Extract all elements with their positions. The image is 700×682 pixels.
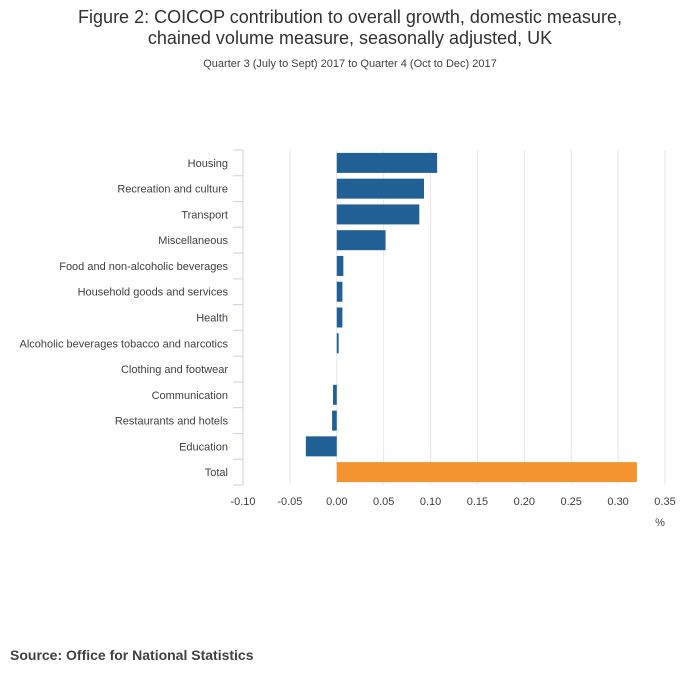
chart-title-line-1: Figure 2: COICOP contribution to overall… bbox=[78, 7, 622, 27]
category-label: Clothing and footwear bbox=[121, 364, 228, 376]
chart-title: Figure 2: COICOP contribution to overall… bbox=[0, 7, 700, 49]
category-labels: Housing Recreation and culture Transport Mi… bbox=[19, 158, 228, 479]
x-tick-label: 0.20 bbox=[514, 496, 535, 508]
category-label: Education bbox=[179, 441, 228, 453]
bar bbox=[332, 410, 337, 431]
bar bbox=[305, 436, 337, 457]
chart-title-line-2: chained volume measure, seasonally adjus… bbox=[147, 28, 553, 48]
bar bbox=[336, 307, 343, 328]
x-tick-label: -0.10 bbox=[230, 496, 255, 508]
gridlines bbox=[289, 150, 666, 485]
bar-chart: Housing Recreation and culture Transport Mi… bbox=[19, 149, 676, 529]
bar bbox=[336, 178, 424, 199]
x-tick-label: -0.05 bbox=[277, 496, 302, 508]
category-label: Restaurants and hotels bbox=[115, 416, 229, 428]
category-label: Total bbox=[205, 467, 228, 479]
x-tick-label: 0.15 bbox=[467, 496, 488, 508]
bar bbox=[336, 333, 339, 354]
bar bbox=[336, 255, 344, 276]
axes bbox=[233, 149, 244, 486]
x-tick-label: 0.35 bbox=[654, 496, 675, 508]
category-label: Alcoholic beverages tobacco and narcotic… bbox=[19, 338, 228, 350]
x-tick-label: 0.10 bbox=[420, 496, 441, 508]
category-label: Communication bbox=[152, 390, 228, 402]
x-axis-label: % bbox=[655, 517, 665, 529]
x-tick-label: 0.25 bbox=[561, 496, 582, 508]
x-tick-label: 0.05 bbox=[373, 496, 394, 508]
bar bbox=[336, 152, 438, 173]
bar bbox=[336, 462, 637, 483]
category-label: Transport bbox=[181, 209, 228, 221]
category-label: Recreation and culture bbox=[117, 184, 228, 196]
x-tick-label: 0.00 bbox=[326, 496, 347, 508]
category-label: Household goods and services bbox=[78, 287, 229, 299]
bar bbox=[333, 384, 337, 405]
category-label: Food and non-alcoholic beverages bbox=[59, 261, 228, 273]
bar bbox=[336, 230, 386, 251]
chart-subtitle: Quarter 3 (July to Sept) 2017 to Quarter… bbox=[203, 58, 497, 70]
x-tick-labels: -0.10 -0.05 0.00 0.05 0.10 0.15 0.20 0.25 0.30 0.… bbox=[230, 496, 675, 508]
category-label: Miscellaneous bbox=[158, 235, 228, 247]
source-note: Source: Office for National Statistics bbox=[10, 647, 254, 663]
bar bbox=[336, 281, 343, 302]
category-label: Housing bbox=[188, 158, 228, 170]
category-label: Health bbox=[196, 313, 228, 325]
x-tick-label: 0.30 bbox=[607, 496, 628, 508]
bar bbox=[336, 204, 420, 225]
bars bbox=[305, 152, 637, 483]
